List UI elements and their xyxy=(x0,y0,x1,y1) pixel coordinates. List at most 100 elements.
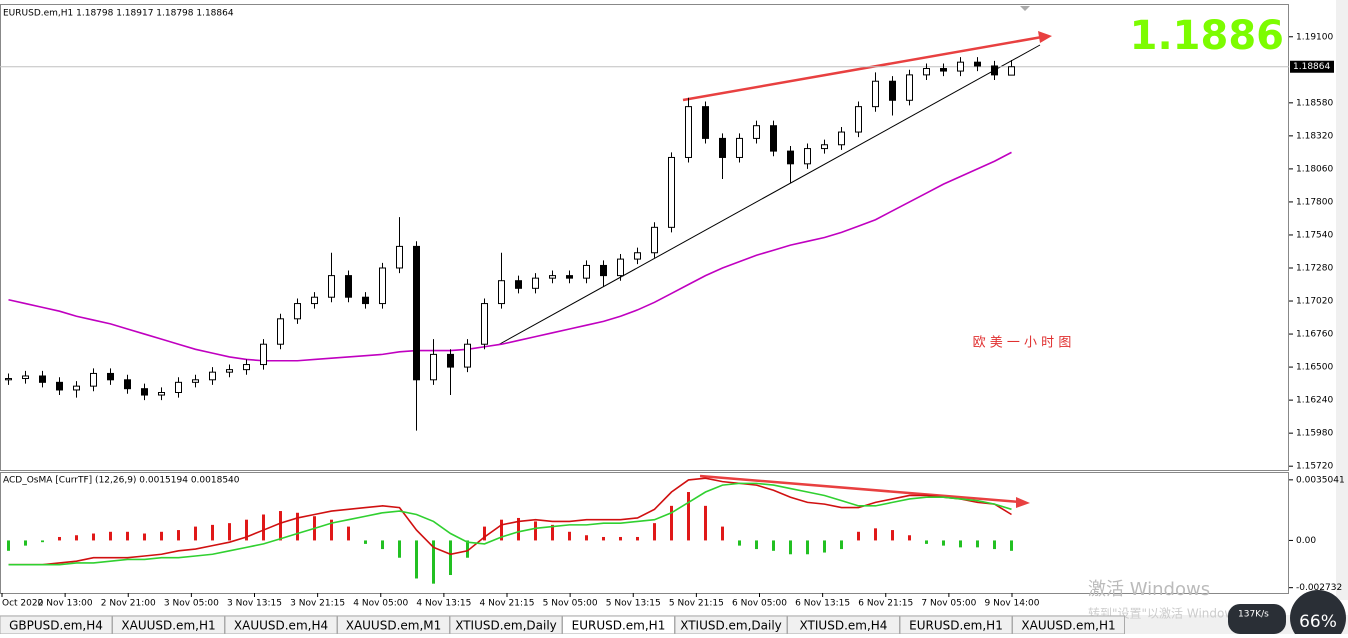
histogram-bar xyxy=(551,524,554,541)
chart-header: EURUSD.em,H1 1.18798 1.18917 1.18798 1.1… xyxy=(3,9,234,19)
y-tick-label: 1.19100 xyxy=(1296,32,1333,42)
candle-body xyxy=(889,80,896,101)
candle-body xyxy=(209,371,216,381)
y-tick-label: 1.16500 xyxy=(1296,363,1333,373)
histogram-bar xyxy=(24,540,27,546)
gauge xyxy=(1290,590,1346,638)
y-tick-label: 1.18580 xyxy=(1296,98,1333,108)
x-tick-label: 6 Nov 05:00 xyxy=(732,599,787,609)
y-tick-label: 0.00 xyxy=(1296,536,1316,546)
last-price-box xyxy=(1290,60,1334,73)
candle-body xyxy=(906,74,913,101)
candle-body xyxy=(702,106,709,139)
osc-frame xyxy=(0,472,1289,594)
x-tick-label: 2 Nov 21:00 xyxy=(101,599,156,609)
y-tick-label: 1.17020 xyxy=(1296,297,1333,307)
tab-label[interactable]: EURUSD.em,H1 xyxy=(909,619,1003,633)
candle-body xyxy=(923,68,930,76)
tab-label[interactable]: XAUUSD.em,H1 xyxy=(1021,619,1115,633)
candle-body xyxy=(311,296,318,305)
histogram-bar xyxy=(109,531,112,541)
scrollbar xyxy=(1336,0,1348,600)
candle-body xyxy=(5,378,12,381)
histogram-bar xyxy=(755,540,758,550)
x-tick-label: Oct 2020 xyxy=(2,599,44,609)
y-tick-label: -0.002732 xyxy=(1296,583,1342,593)
candle-body xyxy=(787,150,794,165)
candle-body xyxy=(430,353,437,381)
histogram-bar xyxy=(92,533,95,541)
histogram-bar xyxy=(942,540,945,546)
candle-body xyxy=(770,125,777,152)
candle-body xyxy=(617,258,624,277)
x-tick-label: 5 Nov 13:15 xyxy=(606,599,661,609)
watermark: 激活 Windows xyxy=(1088,579,1210,600)
x-tick-label: 5 Nov 21:15 xyxy=(669,599,724,609)
histogram-bar xyxy=(177,530,180,541)
y-tick-label: 1.17280 xyxy=(1296,263,1333,273)
tab-label[interactable]: GBPUSD.em,H4 xyxy=(9,619,103,633)
histogram-bar xyxy=(449,540,452,576)
histogram-bar xyxy=(347,526,350,541)
x-tick-label: 9 Nov 14:00 xyxy=(985,599,1040,609)
candle-body xyxy=(719,137,726,158)
x-tick-label: 2 Nov 13:00 xyxy=(38,599,93,609)
candle-body xyxy=(328,275,335,298)
speed: 137K/s xyxy=(1238,610,1269,620)
big-price: 1.1886 xyxy=(1130,13,1284,59)
last-price-label: 1.18864 xyxy=(1293,62,1330,72)
candle-body xyxy=(413,245,420,381)
histogram-bar xyxy=(840,540,843,550)
histogram-bar xyxy=(75,535,78,541)
speed-box xyxy=(1228,604,1286,634)
histogram-bar xyxy=(721,526,724,541)
tab-label[interactable]: XAUUSD.em,H4 xyxy=(234,619,328,633)
candle-body xyxy=(600,264,607,277)
y-tick-label: 1.15980 xyxy=(1296,429,1333,439)
histogram-bar xyxy=(245,519,248,541)
histogram-bar xyxy=(704,505,707,541)
x-tick-label: 7 Nov 05:00 xyxy=(921,599,976,609)
y-tick-label: 1.18060 xyxy=(1296,164,1333,174)
tab-label[interactable]: XAUUSD.em,M1 xyxy=(346,619,442,633)
histogram-bar xyxy=(500,519,503,541)
histogram-bar xyxy=(568,531,571,541)
candle-body xyxy=(73,385,80,391)
histogram-bar xyxy=(534,521,537,541)
histogram-bar xyxy=(415,540,418,579)
histogram-bar xyxy=(908,535,911,541)
histogram-bar xyxy=(381,540,384,550)
histogram-bar xyxy=(585,535,588,541)
candle-body xyxy=(821,144,828,150)
x-tick-label: 6 Nov 13:15 xyxy=(795,599,850,609)
histogram-bar xyxy=(228,523,231,541)
candle-body xyxy=(804,148,811,165)
candle-body xyxy=(345,275,352,298)
y-tick-label: 1.18320 xyxy=(1296,131,1333,141)
candle-body xyxy=(260,343,267,366)
histogram-bar xyxy=(126,531,129,541)
histogram-bar xyxy=(959,540,962,548)
candle-body xyxy=(940,68,947,72)
tab-label[interactable]: EURUSD.em,H1 xyxy=(572,619,666,633)
histogram-bar xyxy=(517,517,520,541)
candle-body xyxy=(566,275,573,279)
candle-body xyxy=(379,267,386,305)
tab-label[interactable]: XTIUSD.em,Daily xyxy=(680,619,782,633)
gauge-value: 66% xyxy=(1299,612,1337,632)
candle-body xyxy=(498,280,505,305)
candle-body xyxy=(855,106,862,133)
histogram-bar xyxy=(976,540,979,548)
tab-label[interactable]: XAUUSD.em,H1 xyxy=(121,619,215,633)
tab-label[interactable]: XTIUSD.em,H4 xyxy=(800,619,888,633)
y-tick-label: 1.17540 xyxy=(1296,230,1333,240)
tab-label[interactable]: XTIUSD.em,Daily xyxy=(455,619,557,633)
candle-body xyxy=(736,137,743,158)
histogram-bar xyxy=(398,540,401,558)
candle-body xyxy=(651,226,658,254)
histogram-bar xyxy=(41,540,44,543)
resistance-line xyxy=(682,35,1043,102)
histogram-bar xyxy=(925,540,928,544)
